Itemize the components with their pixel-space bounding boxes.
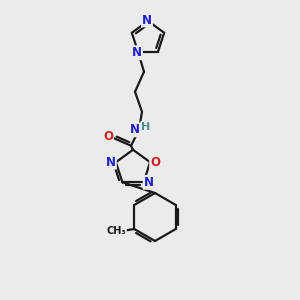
Text: N: N (144, 176, 154, 189)
Text: N: N (106, 156, 116, 169)
Text: N: N (142, 14, 152, 26)
Text: N: N (130, 123, 140, 136)
Text: CH₃: CH₃ (106, 226, 126, 236)
Text: O: O (150, 156, 160, 169)
Text: N: N (132, 46, 142, 59)
Text: H: H (141, 122, 151, 132)
Text: O: O (103, 130, 113, 143)
